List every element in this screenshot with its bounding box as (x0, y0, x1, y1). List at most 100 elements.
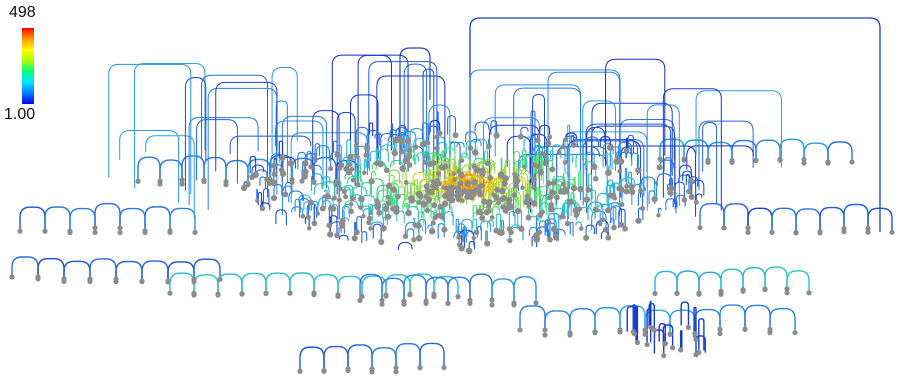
network-edge (472, 204, 478, 218)
network-node (497, 171, 505, 179)
network-node (631, 331, 638, 337)
network-edge (406, 228, 415, 238)
network-node (167, 290, 173, 296)
network-edge (193, 274, 219, 293)
network-edge (436, 190, 441, 204)
network-node (436, 130, 443, 137)
network-edge (456, 141, 465, 148)
network-node (270, 179, 278, 187)
network-node (334, 232, 340, 239)
network-edge (586, 151, 595, 165)
network-node (570, 141, 577, 148)
network-node (348, 201, 354, 207)
network-edge (625, 137, 628, 150)
network-edge (355, 126, 369, 144)
network-edge (443, 211, 454, 228)
network-edge (465, 131, 477, 143)
network-edge (119, 207, 146, 231)
network-node (550, 225, 558, 233)
network-node (139, 278, 145, 284)
network-node (451, 171, 456, 176)
network-node (67, 229, 73, 236)
network-node (135, 178, 141, 184)
network-edge (380, 132, 394, 149)
network-edge (482, 159, 496, 174)
network-edge (338, 227, 342, 236)
network-edge (314, 143, 321, 157)
network-edge (473, 157, 485, 166)
network-edge (585, 224, 595, 236)
network-node (423, 183, 430, 190)
network-edge (562, 203, 565, 218)
network-node (300, 213, 306, 219)
network-node (546, 220, 552, 225)
network-node (240, 184, 248, 192)
network-edge (385, 274, 411, 293)
network-node (343, 194, 349, 200)
network-node (455, 294, 461, 300)
network-edge (505, 159, 510, 179)
network-node (656, 164, 663, 171)
network-node (420, 201, 428, 208)
network-node (470, 188, 477, 195)
network-edge (575, 221, 582, 227)
network-edge (271, 67, 298, 154)
network-node (358, 195, 365, 203)
network-node (865, 229, 871, 235)
network-edge (347, 344, 373, 367)
network-edge (591, 102, 673, 176)
network-node (350, 177, 356, 183)
network-node (92, 229, 98, 236)
network-node (506, 226, 513, 232)
network-edge (376, 75, 446, 193)
network-edge (686, 145, 754, 170)
network-node (385, 194, 391, 200)
network-node (92, 225, 98, 231)
network-node (685, 324, 692, 330)
network-edge (698, 271, 722, 293)
network-node (311, 178, 317, 185)
network-node (366, 219, 372, 226)
network-edge (707, 141, 733, 161)
network-node (393, 369, 399, 375)
network-node (686, 188, 692, 195)
network-node (638, 188, 644, 194)
network-edge (427, 224, 433, 230)
network-edge (627, 134, 635, 154)
network-node (592, 329, 598, 335)
network-edge (648, 190, 656, 205)
network-node (745, 225, 751, 231)
network-edge (301, 168, 304, 180)
network-edge (491, 206, 501, 216)
network-node (455, 195, 462, 203)
network-edge (119, 130, 180, 203)
network-node (570, 185, 578, 192)
network-node (542, 327, 548, 333)
network-edge (516, 169, 531, 179)
network-node (424, 207, 431, 214)
network-node (777, 156, 783, 162)
network-edge (406, 205, 419, 217)
network-node (245, 180, 251, 186)
network-node (396, 135, 402, 142)
network-edge (867, 207, 893, 231)
network-node (383, 292, 389, 298)
network-node (366, 215, 373, 222)
network-edge (422, 68, 435, 179)
network-node (165, 279, 171, 285)
network-edge (619, 305, 646, 328)
network-edge (626, 306, 636, 332)
network-node (554, 194, 560, 201)
network-node (430, 160, 437, 166)
network-edge (203, 156, 227, 180)
network-edge (490, 120, 498, 135)
network-node (593, 176, 599, 182)
network-edge (626, 152, 632, 160)
network-node (391, 149, 398, 157)
network-edge (596, 192, 609, 209)
network-edge (428, 125, 438, 136)
network-node (264, 176, 270, 182)
network-node (560, 181, 566, 187)
network-node (471, 163, 477, 170)
network-edge (769, 308, 796, 331)
